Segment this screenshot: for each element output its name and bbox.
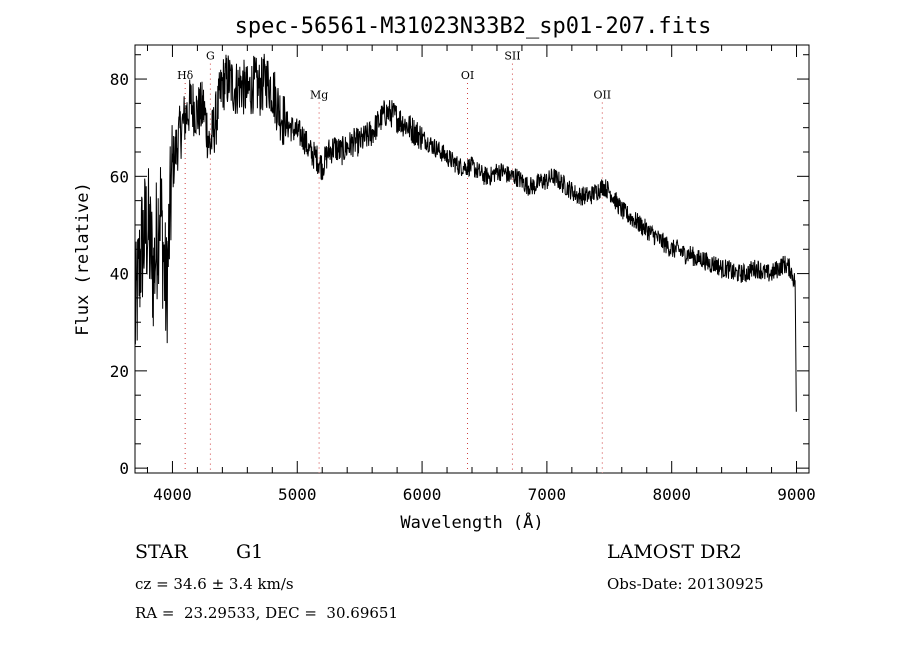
spectrum-line — [134, 53, 797, 412]
x-tick-label: 6000 — [403, 485, 442, 504]
y-axis-label: Flux (relative) — [73, 182, 93, 336]
axis-ticks — [135, 45, 809, 473]
x-tick-label: 5000 — [278, 485, 317, 504]
sky-coordinates: RA = 23.29533, DEC = 30.69651 — [135, 604, 399, 622]
y-tick-label: 0 — [119, 459, 129, 478]
spectral-line-label: OI — [461, 69, 474, 82]
axis-tick-labels: 4000 5000 6000 7000 8000 9000 0 20 40 60 80 — [110, 70, 816, 504]
spectral-line-label: Hδ — [177, 69, 194, 82]
x-tick-label: 8000 — [652, 485, 691, 504]
x-tick-label: 9000 — [777, 485, 816, 504]
y-tick-label: 40 — [110, 265, 129, 284]
y-tick-label: 80 — [110, 70, 129, 89]
spectral-line-label: SII — [504, 50, 520, 63]
x-axis-label: Wavelength (Å) — [400, 511, 543, 533]
object-subclass: G1 — [236, 541, 264, 563]
spectral-line-label: G — [206, 50, 215, 63]
object-class: STAR — [135, 541, 188, 563]
y-tick-label: 60 — [110, 167, 129, 186]
x-tick-label: 4000 — [153, 485, 192, 504]
redshift-cz: cz = 34.6 ± 3.4 km/s — [135, 575, 294, 593]
observation-date: Obs-Date: 20130925 — [607, 575, 764, 593]
spectral-line-label: Mg — [310, 89, 328, 102]
spectral-line-markers: Hδ G Mg OI SII OII — [177, 50, 611, 473]
chart-title: spec-56561-M31023N33B2_sp01-207.fits — [235, 14, 712, 39]
y-tick-label: 20 — [110, 362, 129, 381]
spectral-line-label: OII — [593, 89, 611, 102]
survey-name: LAMOST DR2 — [607, 541, 742, 563]
x-tick-label: 7000 — [528, 485, 567, 504]
